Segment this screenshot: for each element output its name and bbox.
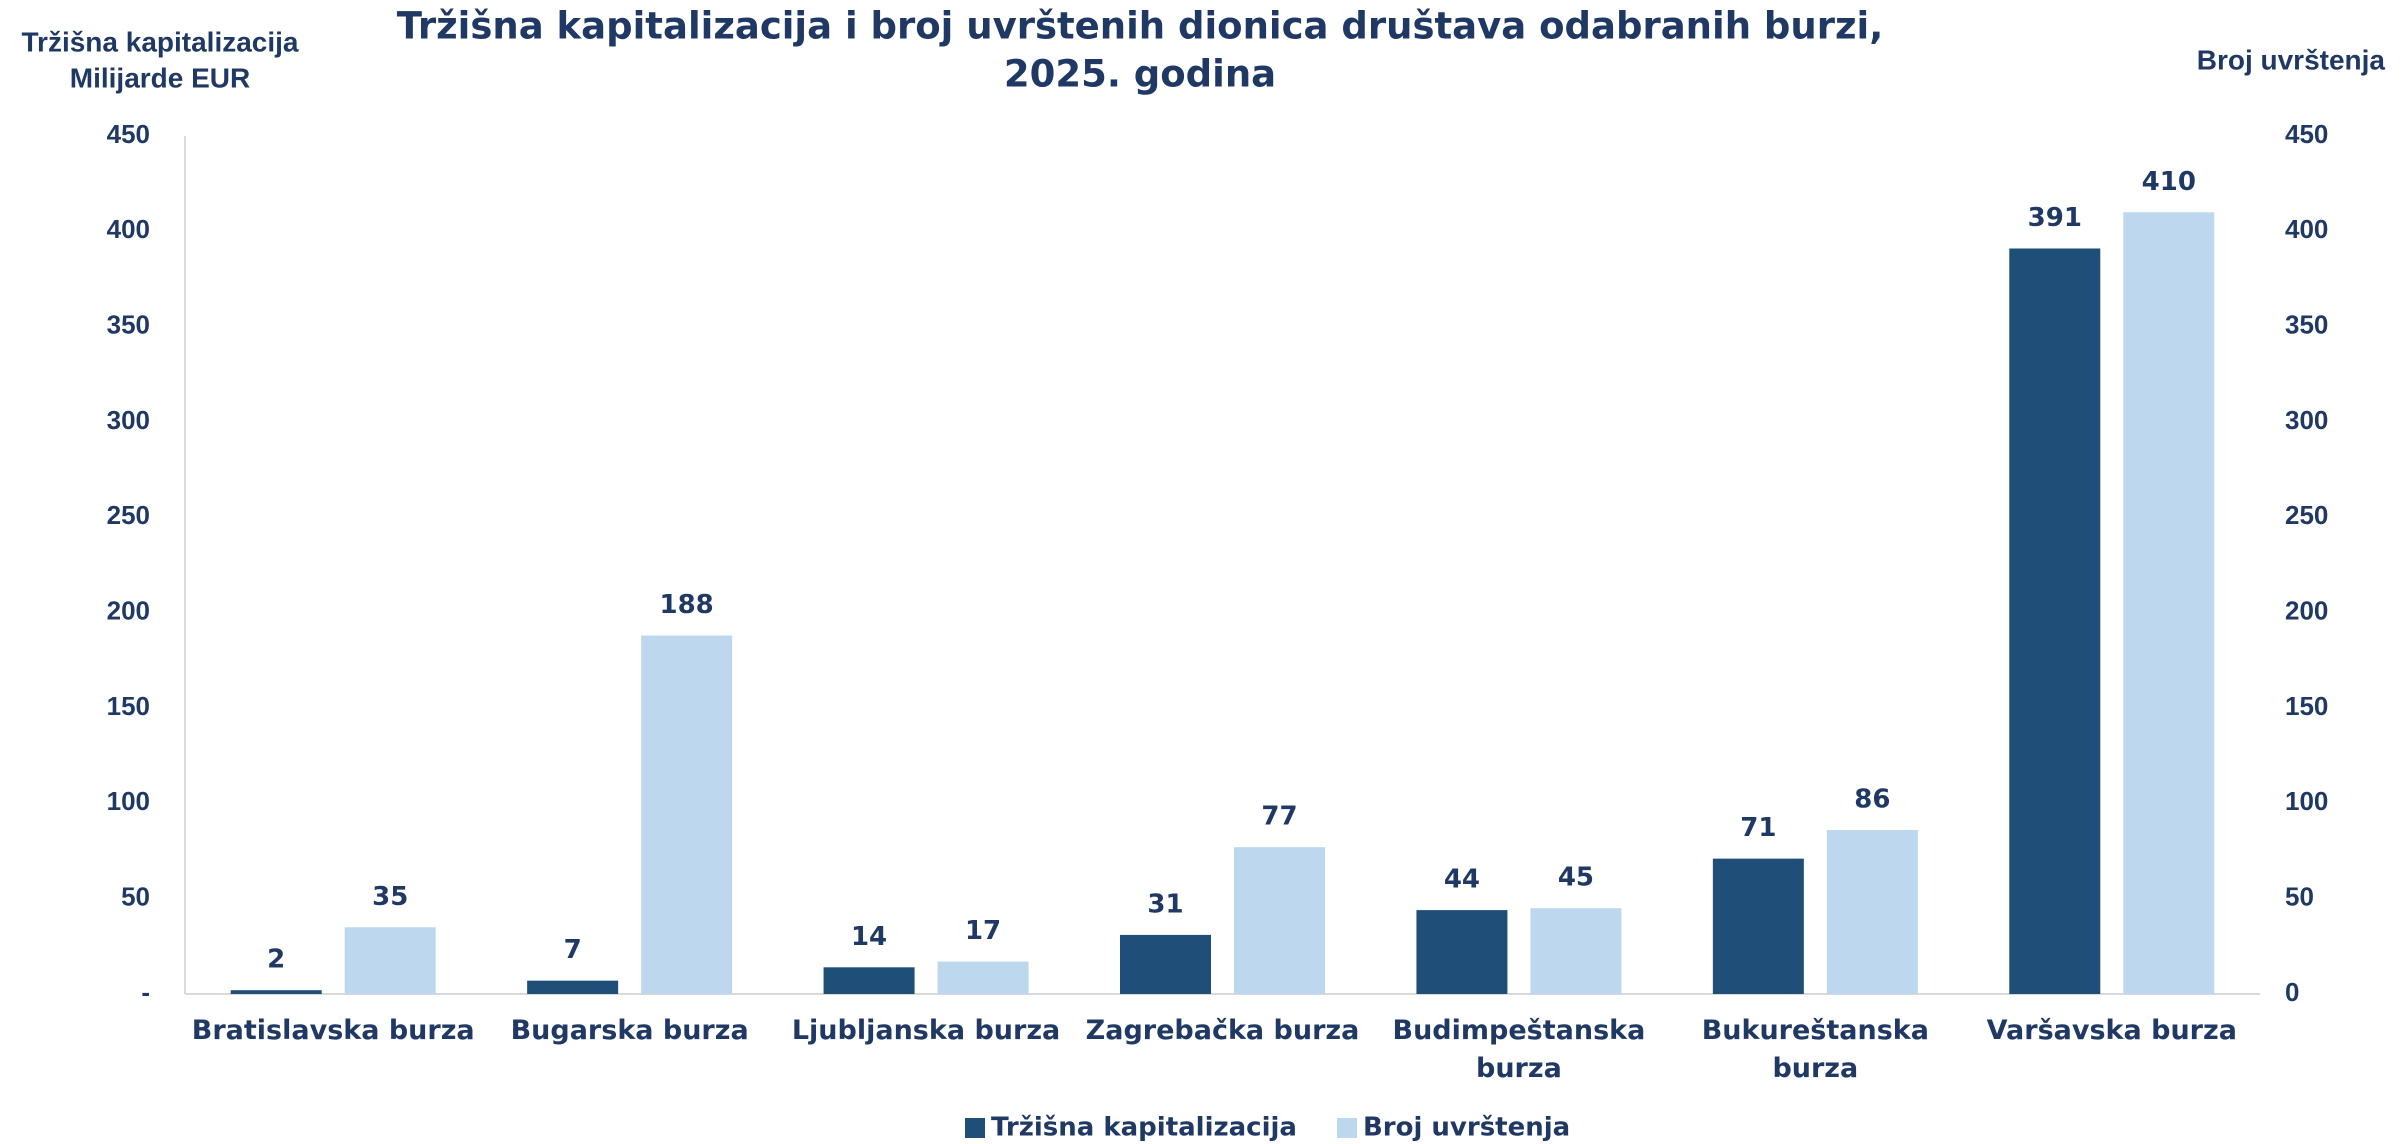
y-tick-label: 400 bbox=[107, 214, 150, 244]
x-tick-label-box: Varšavska burza bbox=[1986, 1015, 2237, 1046]
y2-tick-label: 450 bbox=[2285, 119, 2328, 149]
data-label: 35 bbox=[372, 882, 408, 912]
bar bbox=[2123, 212, 2215, 994]
y2-axis-label: Broj uvrštenja bbox=[2197, 44, 2386, 75]
x-tick-label: Ljubljanska burza bbox=[791, 1015, 1061, 1046]
y-axis-label: Tržišna kapitalizacija bbox=[21, 26, 298, 57]
y-tick-label: 50 bbox=[121, 882, 150, 912]
y-tick-label: 200 bbox=[107, 596, 150, 626]
bar bbox=[1234, 847, 1325, 994]
x-tick-label: Zagrebačka burza bbox=[1085, 1015, 1360, 1046]
y-tick-label: 350 bbox=[107, 310, 150, 340]
y-tick-label: - bbox=[141, 977, 150, 1007]
x-tick-label: Varšavska burza bbox=[1986, 1015, 2237, 1046]
data-label: 45 bbox=[1558, 863, 1594, 893]
bar bbox=[1826, 830, 1918, 994]
x-tick-label: Bugarska burza bbox=[510, 1015, 749, 1046]
y2-tick-label: 50 bbox=[2285, 882, 2314, 912]
data-label: 86 bbox=[1854, 785, 1890, 815]
bar bbox=[2009, 248, 2101, 994]
x-tick-label-box: Bugarska burza bbox=[510, 1015, 749, 1046]
bar bbox=[230, 990, 322, 994]
legend-swatch bbox=[965, 1118, 985, 1138]
legend-swatch bbox=[1336, 1118, 1357, 1138]
data-label: 188 bbox=[660, 590, 714, 620]
data-label: 2 bbox=[267, 945, 285, 975]
bar bbox=[641, 635, 733, 994]
y2-tick-label: 100 bbox=[2285, 786, 2328, 816]
data-label: 31 bbox=[1147, 889, 1183, 919]
data-label: 391 bbox=[2028, 203, 2082, 233]
y2-tick-label: 350 bbox=[2285, 310, 2328, 340]
legend-label: Broj uvrštenja bbox=[1363, 1113, 1570, 1143]
x-tick-label-box: Bukureštanska burza bbox=[1701, 1015, 1929, 1084]
bar bbox=[344, 927, 436, 994]
x-tick-label-box: Zagrebačka burza bbox=[1085, 1015, 1360, 1046]
legend-label: Tržišna kapitalizacija bbox=[991, 1113, 1297, 1143]
y2-tick-label: 200 bbox=[2285, 596, 2328, 626]
y-tick-label: 150 bbox=[107, 691, 150, 721]
y-tick-label: 100 bbox=[107, 786, 150, 816]
data-label: 44 bbox=[1444, 865, 1480, 895]
y2-tick-label: 250 bbox=[2285, 500, 2328, 530]
bar bbox=[1712, 858, 1804, 994]
chart-title: Tržišna kapitalizacija i broj uvrštenih … bbox=[397, 5, 1884, 48]
y2-tick-label: 400 bbox=[2285, 214, 2328, 244]
data-label: 77 bbox=[1261, 802, 1297, 832]
bar bbox=[1120, 934, 1211, 994]
data-label: 14 bbox=[851, 922, 887, 952]
data-label: 17 bbox=[965, 916, 1001, 946]
y2-tick-label: 0 bbox=[2285, 977, 2299, 1007]
x-tick-label: Bratislavska burza bbox=[191, 1015, 475, 1046]
bar bbox=[1530, 908, 1622, 994]
bar bbox=[937, 961, 1029, 994]
data-label: 71 bbox=[1740, 813, 1776, 843]
data-label: 410 bbox=[2142, 167, 2196, 197]
y2-tick-label: 150 bbox=[2285, 691, 2328, 721]
chart-title: 2025. godina bbox=[1004, 53, 1276, 96]
y-tick-label: 450 bbox=[107, 119, 150, 149]
x-tick-label: Bukureštanska burza bbox=[1701, 1015, 1929, 1084]
bar bbox=[823, 967, 915, 994]
y-tick-label: 300 bbox=[107, 405, 150, 435]
bar bbox=[527, 980, 619, 994]
y2-tick-label: 300 bbox=[2285, 405, 2328, 435]
x-tick-label-box: Budimpeštanska burza bbox=[1392, 1015, 1646, 1084]
y-tick-label: 250 bbox=[107, 500, 150, 530]
data-label: 7 bbox=[564, 935, 582, 965]
x-tick-label-box: Ljubljanska burza bbox=[791, 1015, 1061, 1046]
bar bbox=[1416, 910, 1508, 994]
y-axis-label: Milijarde EUR bbox=[70, 62, 250, 93]
x-tick-label: Budimpeštanska burza bbox=[1392, 1015, 1646, 1084]
x-tick-label-box: Bratislavska burza bbox=[191, 1015, 475, 1046]
